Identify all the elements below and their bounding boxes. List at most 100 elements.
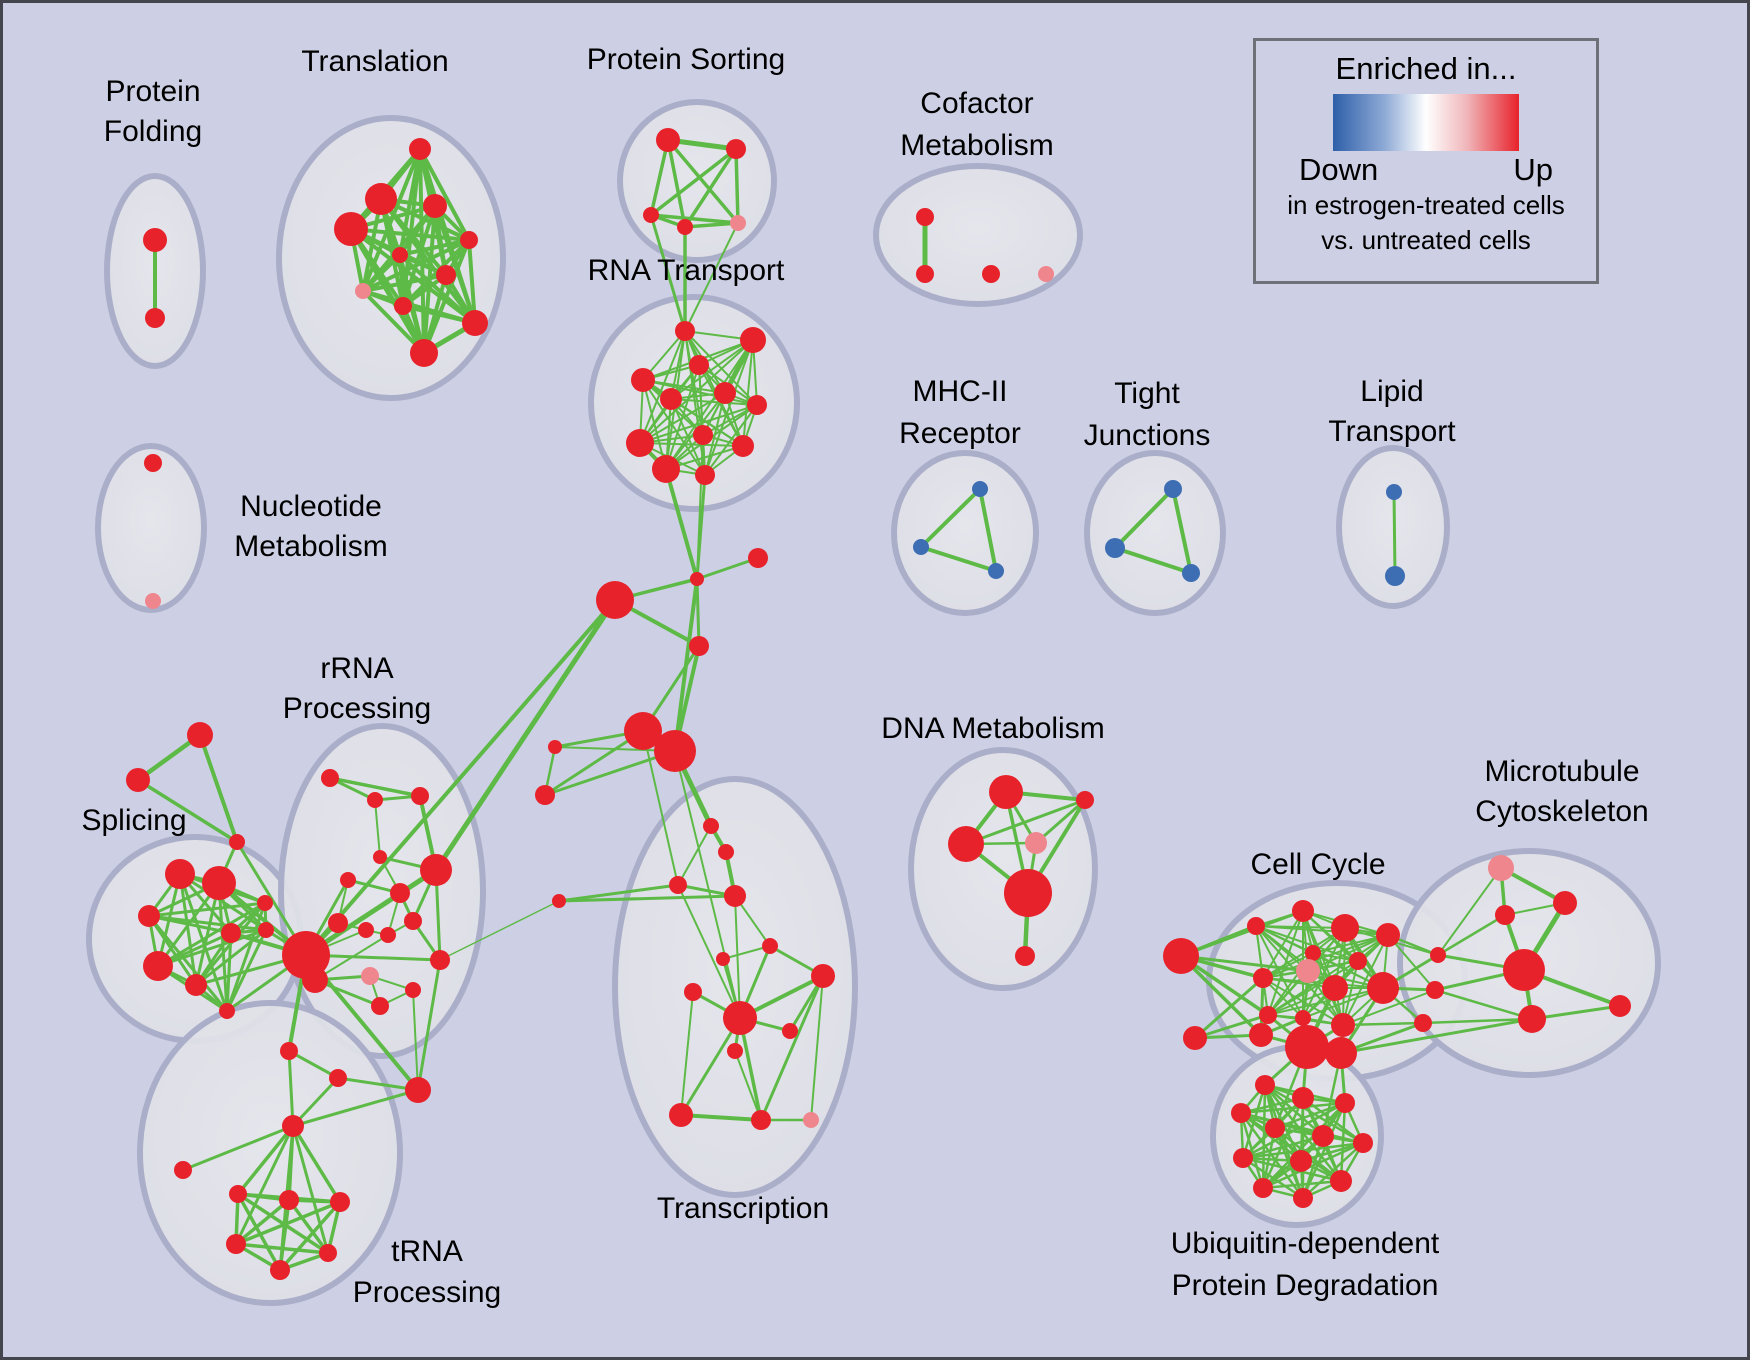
edge-rn7-j0 (696, 434, 704, 580)
edge-k2-k7 (1262, 927, 1346, 979)
edge-tc11-tc12 (679, 1113, 763, 1122)
edge-r13-r16 (412, 989, 419, 1091)
cluster-label-protein-folding: Protein Folding (104, 75, 202, 148)
node-k1 (1292, 900, 1314, 922)
edge-t4-t8 (401, 238, 471, 308)
edge-rn3-rn6 (642, 379, 758, 406)
node-k11 (1295, 1010, 1311, 1026)
node-tc5 (716, 952, 730, 966)
edge-t7-t10 (361, 289, 426, 355)
node-rn8 (626, 429, 654, 457)
edge-t3-t10 (348, 226, 427, 356)
node-tc3 (724, 885, 746, 907)
node-n7 (270, 1260, 290, 1280)
node-d4 (1004, 869, 1052, 917)
edge-rn6-rn11 (704, 404, 758, 476)
node-tj0 (1164, 480, 1182, 498)
node-cm0 (916, 208, 934, 226)
edge-ps4-rn0 (684, 222, 739, 332)
node-m5 (1609, 995, 1631, 1017)
edge-u7-u10 (1241, 1156, 1343, 1183)
edge-j0-jr (695, 556, 760, 581)
edge-m0-o0 (1437, 867, 1502, 956)
node-d3 (1025, 832, 1047, 854)
edge-rn1-rn10 (742, 339, 754, 447)
edge-t5-t9 (398, 253, 477, 325)
edge-m4-o1 (1433, 988, 1534, 1021)
node-cm2 (982, 265, 1000, 283)
node-k14 (1285, 1025, 1329, 1069)
node-u10 (1330, 1170, 1352, 1192)
edge-tc10-tc12 (734, 1050, 762, 1121)
node-s8 (219, 1003, 235, 1019)
node-jsl (548, 740, 562, 754)
edge-tlx-tc2 (557, 883, 680, 903)
node-k4 (1305, 945, 1321, 961)
node-tj2 (1182, 564, 1200, 582)
node-tj1 (1105, 538, 1125, 558)
edge-s2-s5 (147, 914, 268, 932)
edge-o1-k12 (1342, 989, 1436, 1026)
edge-n3-n5 (234, 1198, 291, 1246)
edge-t5-t7 (361, 253, 402, 293)
cluster-label-transcription: Transcription (657, 1192, 829, 1225)
node-tc0 (703, 818, 719, 834)
node-rrH2 (302, 967, 328, 993)
edge-d1-d2 (964, 798, 1087, 846)
edge-tc8-tc11 (679, 1016, 742, 1117)
node-r15 (329, 1069, 347, 1087)
edge-g0-tc2 (642, 730, 679, 886)
node-s0 (165, 859, 195, 889)
cluster-label-nucleotide-metabolism: Nucleotide Metabolism (234, 490, 387, 563)
edge-tj1-tj2 (1113, 546, 1193, 575)
legend: Enriched in... Down Up in estrogen-treat… (1253, 38, 1599, 284)
node-s3 (257, 895, 273, 911)
edge-k5-k10 (1267, 960, 1359, 1016)
node-rn1 (740, 327, 766, 353)
node-rn9 (652, 455, 680, 483)
node-mh2 (988, 563, 1004, 579)
node-u1 (1292, 1087, 1314, 1109)
cluster-label-mhc-ii-receptor: MHC-II Receptor (899, 375, 1021, 450)
legend-caption-line2: vs. untreated cells (1321, 225, 1531, 255)
edge-u3-u6 (1239, 1111, 1365, 1145)
edge-q0-k1 (1179, 909, 1305, 958)
node-ps4 (730, 215, 746, 231)
node-m1 (1553, 891, 1577, 915)
node-m0 (1488, 855, 1514, 881)
edge-rrH-jb (304, 598, 617, 957)
edge-n0-n2 (236, 1124, 295, 1196)
edge-n0-n4 (291, 1124, 342, 1204)
edge-r4-jb (433, 597, 618, 873)
node-n3 (279, 1190, 299, 1210)
node-q0 (1163, 938, 1199, 974)
edge-r0-r2 (328, 776, 422, 798)
edge-k1-k10 (1267, 910, 1304, 1016)
cluster-label-rna-transport: RNA Transport (588, 254, 785, 287)
edge-lp0-lp1 (1392, 490, 1397, 578)
node-u5 (1312, 1125, 1334, 1147)
cluster-label-splicing: Splicing (81, 804, 186, 837)
edge-s1-s7 (194, 881, 221, 987)
node-rn0 (675, 321, 695, 341)
edge-u2-u10 (1339, 1101, 1347, 1183)
edge-tlx-r11 (439, 900, 560, 961)
node-ps3 (677, 219, 693, 235)
node-s2 (138, 905, 160, 927)
edge-rn5-rn8 (639, 392, 726, 444)
node-r1 (367, 792, 383, 808)
node-r10 (404, 912, 422, 930)
edge-t3-t4 (349, 227, 471, 242)
edge-rn0-rn8 (639, 330, 686, 444)
cluster-label-trna-processing: tRNA Processing (353, 1235, 501, 1309)
node-lp1 (1385, 566, 1405, 586)
edge-t3-t9 (349, 227, 477, 325)
edge-rn3-rn11 (642, 379, 706, 476)
cluster-label-dna-metabolism: DNA Metabolism (881, 712, 1104, 745)
node-o2 (1414, 1014, 1432, 1032)
edge-n3-n6 (287, 1198, 330, 1255)
edge-t0-t4 (418, 147, 471, 242)
edge-ps3-ps4 (683, 221, 740, 229)
cluster-label-lipid-transport: Lipid Transport (1328, 375, 1456, 448)
node-r3 (373, 850, 387, 864)
